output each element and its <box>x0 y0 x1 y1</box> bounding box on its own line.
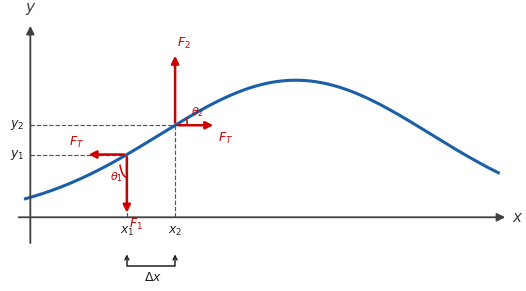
Text: $y_1$: $y_1$ <box>10 148 25 162</box>
Text: $x$: $x$ <box>512 210 523 225</box>
Text: $y$: $y$ <box>25 1 36 17</box>
Text: $F_1$: $F_1$ <box>129 217 143 233</box>
Text: $\theta_1$: $\theta_1$ <box>110 171 123 184</box>
Text: $F_T$: $F_T$ <box>218 131 233 146</box>
Text: $y_2$: $y_2$ <box>10 118 25 132</box>
Text: $x_2$: $x_2$ <box>168 225 182 238</box>
Text: $F_T$: $F_T$ <box>69 135 84 150</box>
Text: $\Delta x$: $\Delta x$ <box>144 271 163 283</box>
Text: $F_2$: $F_2$ <box>177 36 191 51</box>
Text: $x_1$: $x_1$ <box>119 225 134 238</box>
Text: $\theta_2$: $\theta_2$ <box>190 105 204 119</box>
